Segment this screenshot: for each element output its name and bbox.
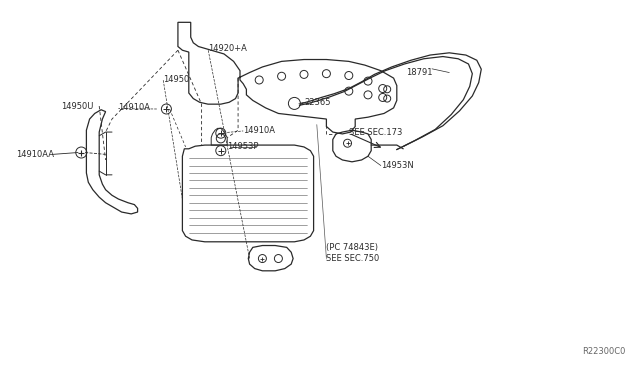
- Text: 14910A: 14910A: [243, 126, 275, 135]
- Text: 14910A: 14910A: [118, 103, 150, 112]
- Text: SEE SEC.750: SEE SEC.750: [326, 254, 380, 263]
- Text: 18791: 18791: [406, 68, 433, 77]
- Text: (PC 74843E): (PC 74843E): [326, 243, 378, 252]
- Text: 14910AA: 14910AA: [16, 150, 54, 159]
- Text: 22365: 22365: [304, 98, 330, 107]
- Text: 14950U: 14950U: [61, 102, 93, 110]
- Text: SEE SEC.173: SEE SEC.173: [349, 128, 402, 137]
- Text: R22300C0: R22300C0: [582, 347, 626, 356]
- Text: 14953N: 14953N: [381, 161, 413, 170]
- Text: 14950: 14950: [163, 76, 189, 84]
- Text: 14920+A: 14920+A: [208, 44, 247, 53]
- Text: 14953P: 14953P: [227, 142, 259, 151]
